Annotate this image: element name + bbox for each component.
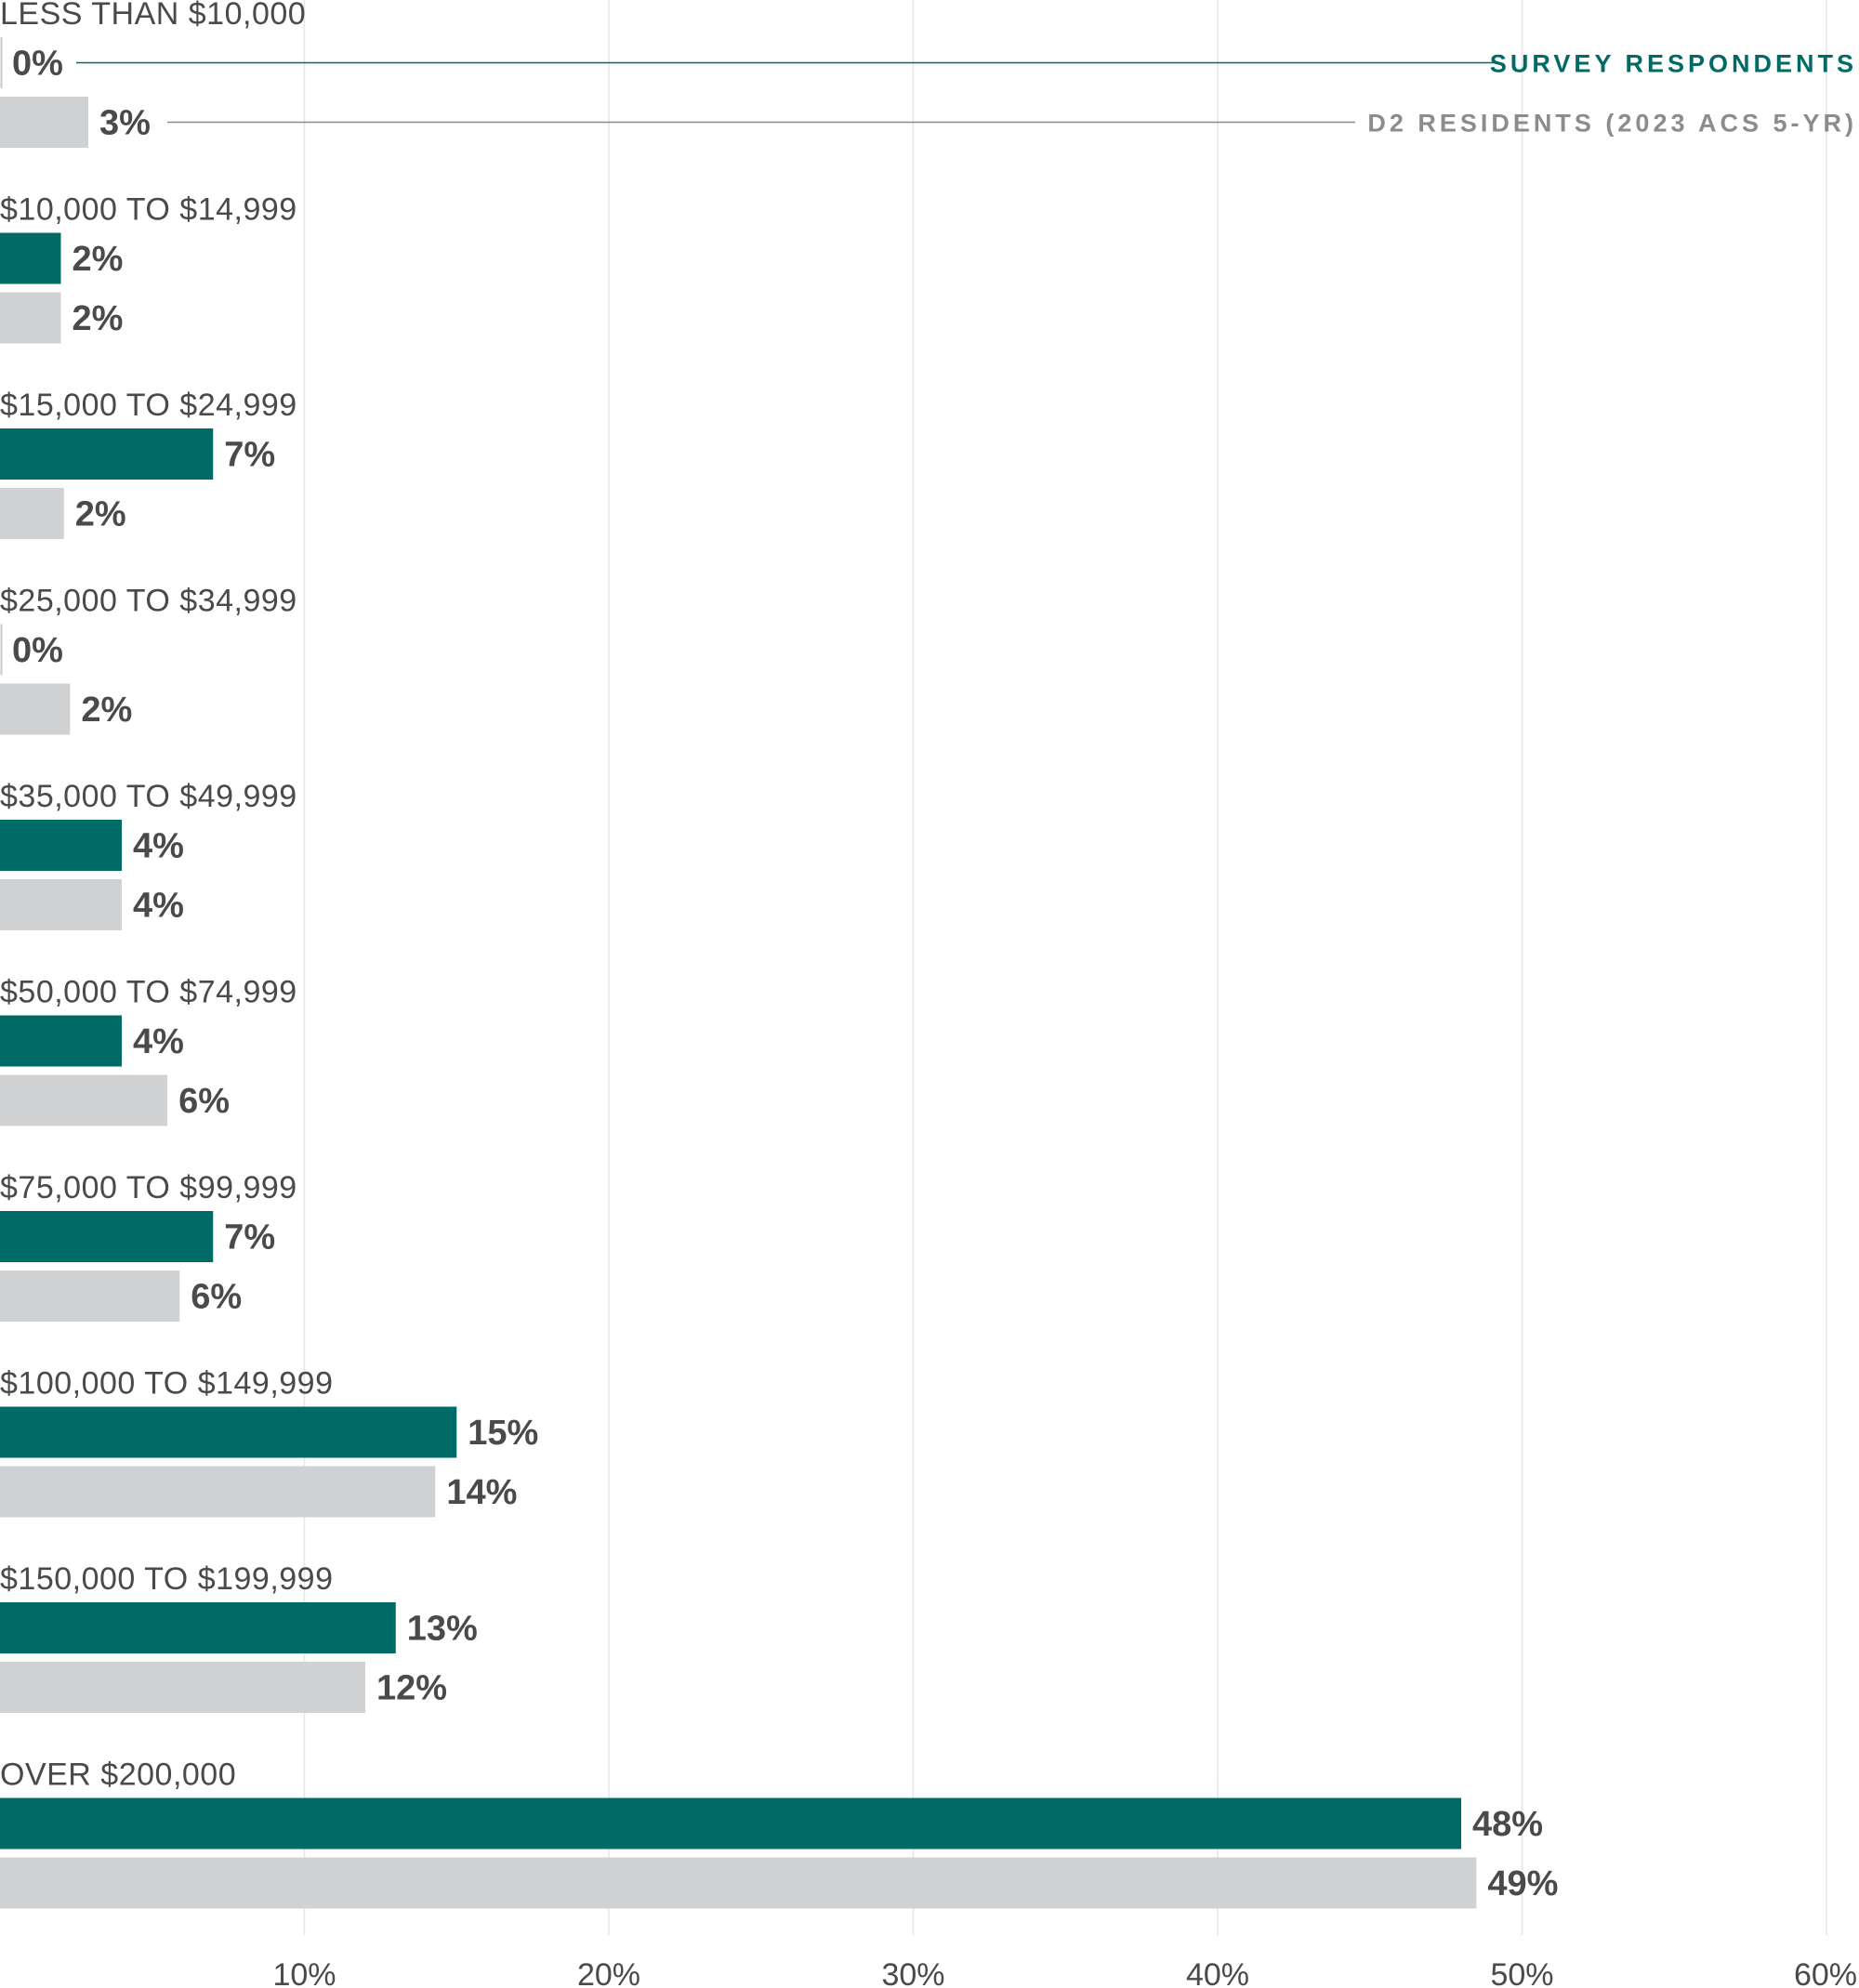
residents-bar: [0, 1662, 365, 1713]
category-label: $25,000 TO $34,999: [0, 584, 297, 619]
residents-bar: [0, 1857, 1477, 1909]
survey-bar: [0, 1211, 214, 1262]
value-label: 49%: [1487, 1864, 1558, 1903]
residents-bar: [0, 488, 64, 539]
value-label: 0%: [12, 45, 63, 84]
category-label: $100,000 TO $149,999: [0, 1366, 334, 1402]
value-label: 15%: [468, 1414, 538, 1453]
value-label: 7%: [224, 436, 275, 475]
x-tick-label: 30%: [881, 1957, 944, 1988]
value-label: 7%: [224, 1218, 275, 1257]
value-label: 48%: [1472, 1805, 1543, 1844]
residents-bar: [0, 683, 71, 735]
survey-bar: [0, 1602, 396, 1653]
category-label: $50,000 TO $74,999: [0, 975, 297, 1010]
category-label: $35,000 TO $49,999: [0, 779, 297, 814]
x-tick-label: 10%: [272, 1957, 336, 1988]
survey-bar: [0, 1797, 1461, 1850]
residents-bar: [0, 879, 122, 930]
value-label: 6%: [191, 1278, 242, 1317]
survey-bar: [0, 1015, 122, 1067]
x-tick-label: 60%: [1794, 1957, 1857, 1988]
x-tick-label: 20%: [577, 1957, 640, 1988]
residents-bar: [0, 292, 61, 344]
survey-bar: [0, 820, 122, 871]
category-label: $15,000 TO $24,999: [0, 388, 297, 423]
value-label: 14%: [446, 1473, 517, 1512]
residents-bar: [0, 1074, 168, 1126]
value-label: 0%: [12, 631, 63, 670]
value-label: 3%: [99, 104, 151, 143]
value-label: 13%: [407, 1610, 478, 1649]
value-label: 6%: [178, 1082, 230, 1121]
category-label: $150,000 TO $199,999: [0, 1561, 334, 1597]
survey-bar: [0, 1406, 457, 1458]
survey-bar: [0, 428, 214, 480]
value-label: 2%: [73, 240, 124, 279]
legend-d2-residents: D2 RESIDENTS (2023 ACS 5-YR): [1367, 110, 1857, 138]
category-label: LESS THAN $10,000: [0, 0, 306, 32]
legend-survey-respondents: SURVEY RESPONDENTS: [1490, 50, 1857, 78]
value-label: 4%: [133, 887, 184, 926]
value-label: 12%: [376, 1669, 447, 1708]
category-label: $10,000 TO $14,999: [0, 192, 297, 228]
x-tick-label: 50%: [1490, 1957, 1553, 1988]
value-label: 2%: [75, 495, 126, 534]
category-label: OVER $200,000: [0, 1758, 236, 1793]
category-label: $75,000 TO $99,999: [0, 1170, 297, 1205]
residents-bar: [0, 1466, 436, 1518]
value-label: 4%: [133, 1022, 184, 1061]
residents-bar: [0, 97, 88, 148]
value-label: 4%: [133, 827, 184, 866]
x-tick-label: 40%: [1186, 1957, 1249, 1988]
value-label: 2%: [81, 691, 132, 730]
survey-bar: [0, 232, 61, 284]
value-label: 2%: [73, 299, 124, 338]
residents-bar: [0, 1270, 180, 1322]
